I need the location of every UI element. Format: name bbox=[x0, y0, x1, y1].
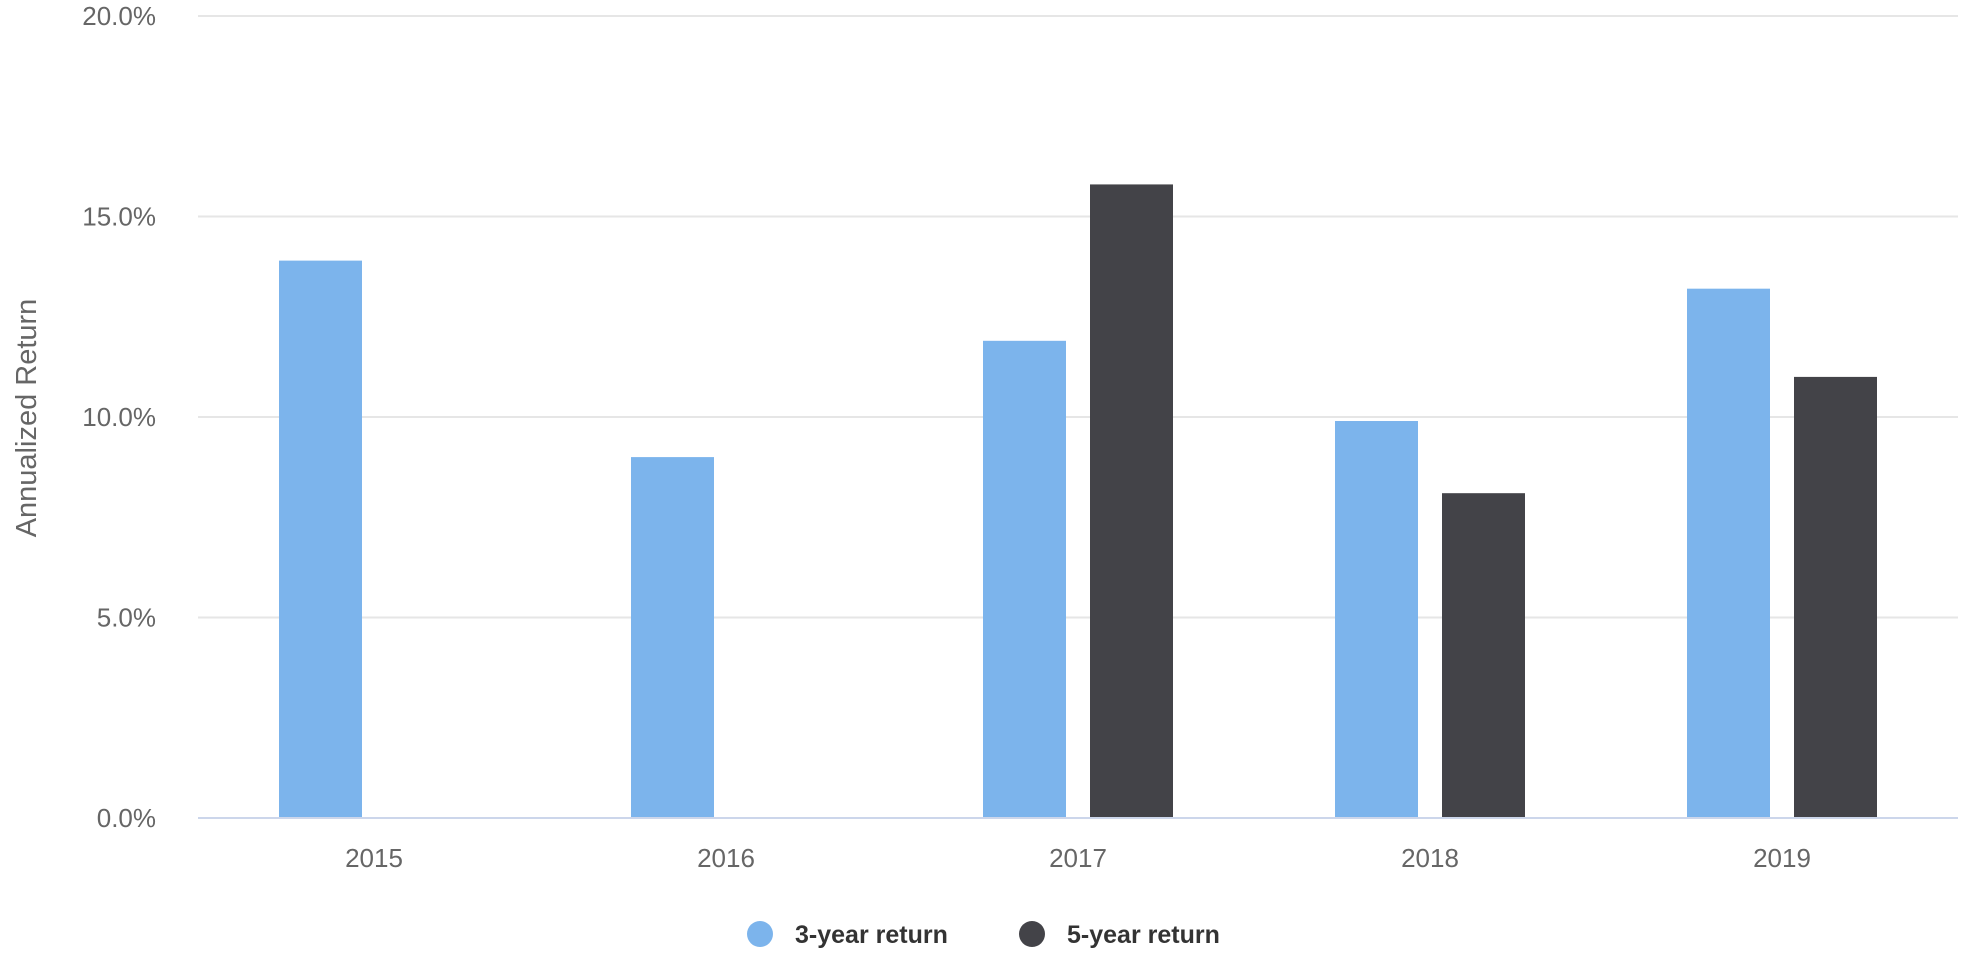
legend-marker bbox=[747, 921, 773, 947]
x-tick-label: 2017 bbox=[1049, 843, 1107, 873]
gridlines bbox=[198, 15, 1958, 619]
bar-series-2[interactable] bbox=[1794, 376, 1877, 818]
bars bbox=[279, 184, 1877, 819]
y-tick-label: 5.0% bbox=[97, 603, 156, 633]
legend-label: 3-year return bbox=[795, 921, 948, 949]
x-tick-label: 2019 bbox=[1753, 843, 1811, 873]
x-tick-label: 2015 bbox=[345, 843, 403, 873]
y-tick-label: 0.0% bbox=[97, 803, 156, 833]
y-tick-label: 15.0% bbox=[82, 202, 156, 232]
axes: 0.0% 5.0% 10.0% 15.0% 20.0% 2015 2016 2017 2018 2… bbox=[82, 1, 1958, 873]
y-tick-label: 10.0% bbox=[82, 402, 156, 432]
x-tick-label: 2018 bbox=[1401, 843, 1459, 873]
y-axis-title: Annualized Return bbox=[11, 299, 43, 538]
bar-series-1[interactable] bbox=[631, 457, 714, 818]
bar-series-1[interactable] bbox=[983, 340, 1066, 818]
legend-item[interactable]: 3-year return bbox=[747, 921, 948, 949]
x-tick-label: 2016 bbox=[697, 843, 755, 873]
legend-marker bbox=[1019, 921, 1045, 947]
legend-label: 5-year return bbox=[1067, 921, 1220, 949]
y-tick-label: 20.0% bbox=[82, 1, 156, 31]
legend: 3-year return 5-year return bbox=[747, 921, 1220, 949]
bar-series-2[interactable] bbox=[1090, 184, 1173, 819]
legend-item[interactable]: 5-year return bbox=[1019, 921, 1220, 949]
bar-series-1[interactable] bbox=[1335, 421, 1418, 818]
bar-series-1[interactable] bbox=[1687, 288, 1770, 818]
bar-series-2[interactable] bbox=[1442, 493, 1525, 818]
bar-series-1[interactable] bbox=[279, 260, 362, 818]
